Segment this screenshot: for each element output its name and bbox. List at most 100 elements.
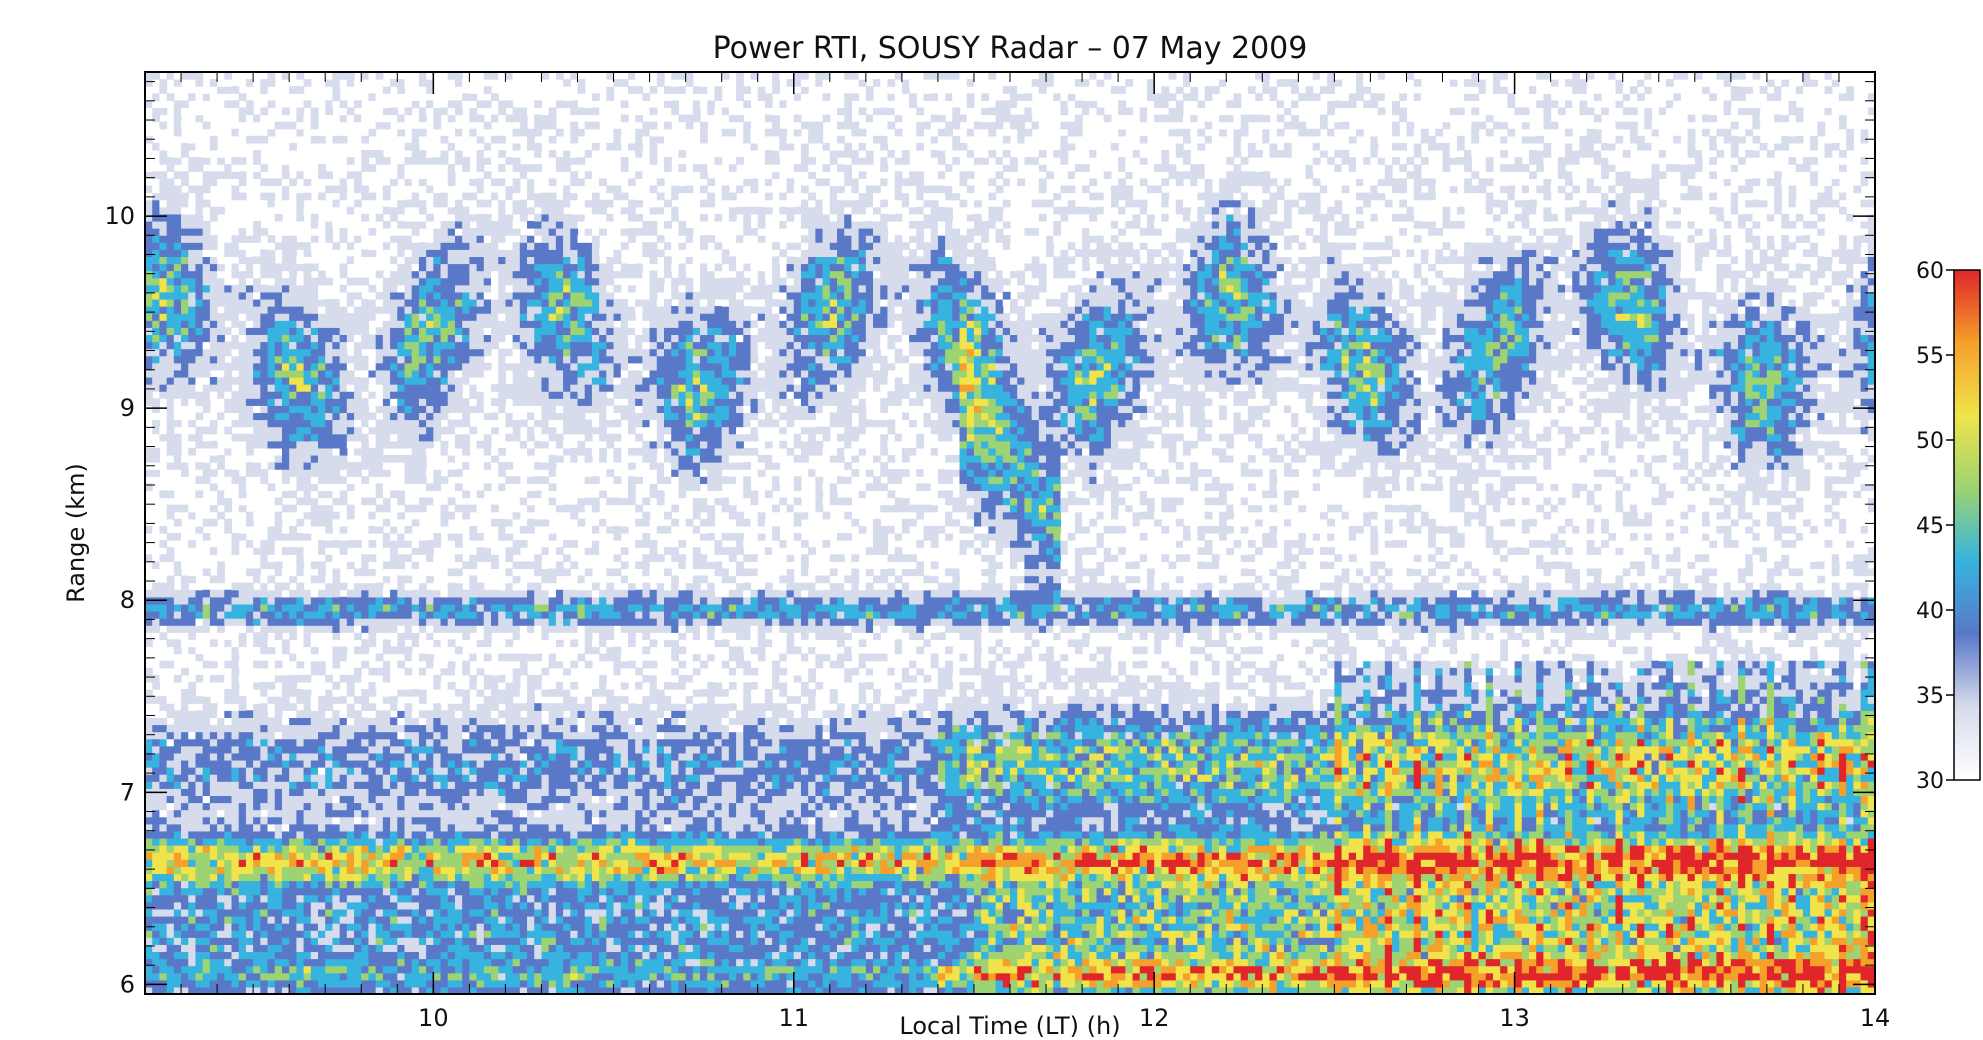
heatmap-cell: [260, 313, 268, 321]
heatmap-cell: [354, 923, 362, 931]
heatmap-cell: [462, 327, 470, 335]
heatmap-cell: [469, 895, 477, 903]
heatmap-cell: [289, 944, 297, 952]
heatmap-cell: [268, 434, 276, 442]
heatmap-cell: [397, 760, 405, 768]
heatmap-cell: [239, 420, 247, 428]
heatmap-cell: [296, 115, 304, 123]
heatmap-cell: [419, 803, 427, 811]
heatmap-cell: [232, 873, 240, 881]
heatmap-cell: [340, 788, 348, 796]
heatmap-cell: [289, 285, 297, 293]
heatmap-cell: [462, 320, 470, 328]
heatmap-cell: [210, 661, 218, 669]
heatmap-cell: [455, 540, 463, 548]
heatmap-cell: [203, 661, 211, 669]
heatmap-cell: [152, 873, 160, 881]
heatmap-cell: [203, 604, 211, 612]
heatmap-cell: [318, 271, 326, 279]
heatmap-cell: [383, 207, 391, 215]
heatmap-cell: [383, 661, 391, 669]
heatmap-cell: [484, 313, 492, 321]
heatmap-cell: [217, 547, 225, 555]
heatmap-cell: [260, 845, 268, 853]
heatmap-cell: [181, 895, 189, 903]
heatmap-cell: [419, 888, 427, 896]
heatmap-cell: [296, 824, 304, 832]
heatmap-cell: [462, 420, 470, 428]
heatmap-cell: [390, 923, 398, 931]
heatmap-cell: [433, 895, 441, 903]
heatmap-cell: [419, 923, 427, 931]
heatmap-cell: [260, 866, 268, 874]
heatmap-cell: [462, 739, 470, 747]
heatmap-cell: [210, 895, 218, 903]
heatmap-cell: [361, 739, 369, 747]
heatmap-cell: [412, 866, 420, 874]
heatmap-cell: [304, 717, 312, 725]
heatmap-cell: [167, 228, 175, 236]
heatmap-cell: [325, 476, 333, 484]
heatmap-cell: [188, 831, 196, 839]
heatmap-cell: [311, 455, 319, 463]
heatmap-cell: [332, 852, 340, 860]
heatmap-cell: [441, 377, 449, 385]
heatmap-cell: [325, 370, 333, 378]
heatmap-cell: [210, 136, 218, 144]
heatmap-cell: [210, 838, 218, 846]
heatmap-cell: [455, 568, 463, 576]
heatmap-cell: [412, 79, 420, 87]
heatmap-cell: [405, 774, 413, 782]
heatmap-cell: [332, 951, 340, 959]
heatmap-cell: [275, 668, 283, 676]
heatmap-cell: [383, 540, 391, 548]
heatmap-cell: [318, 561, 326, 569]
heatmap-cell: [311, 327, 319, 335]
heatmap-cell: [174, 881, 182, 889]
heatmap-cell: [477, 150, 485, 158]
heatmap-cell: [260, 178, 268, 186]
heatmap-cell: [340, 370, 348, 378]
heatmap-cell: [426, 668, 434, 676]
heatmap-cell: [260, 803, 268, 811]
heatmap-cell: [210, 795, 218, 803]
heatmap-cell: [253, 420, 261, 428]
heatmap-cell: [332, 895, 340, 903]
heatmap-cell: [318, 207, 326, 215]
heatmap-cell: [383, 944, 391, 952]
heatmap-cell: [311, 405, 319, 413]
heatmap-cell: [318, 639, 326, 647]
heatmap-cell: [195, 831, 203, 839]
heatmap-cell: [340, 824, 348, 832]
heatmap-cell: [376, 810, 384, 818]
heatmap-cell: [368, 724, 376, 732]
heatmap-cell: [152, 448, 160, 456]
heatmap-cell: [368, 923, 376, 931]
heatmap-cell: [167, 597, 175, 605]
heatmap-cell: [246, 717, 254, 725]
heatmap-cell: [484, 625, 492, 633]
heatmap-cell: [188, 136, 196, 144]
heatmap-cell: [477, 349, 485, 357]
heatmap-cell: [203, 859, 211, 867]
heatmap-cell: [361, 235, 369, 243]
heatmap-cell: [340, 767, 348, 775]
heatmap-cell: [376, 568, 384, 576]
heatmap-cell: [405, 107, 413, 115]
heatmap-cell: [282, 980, 290, 988]
heatmap-cell: [253, 342, 261, 350]
heatmap-cell: [203, 185, 211, 193]
heatmap-cell: [462, 476, 470, 484]
heatmap-cell: [484, 214, 492, 222]
heatmap-cell: [159, 888, 167, 896]
heatmap-cell: [441, 405, 449, 413]
heatmap-cell: [390, 384, 398, 392]
heatmap-cell: [332, 462, 340, 470]
heatmap-cell: [318, 398, 326, 406]
heatmap-cell: [397, 221, 405, 229]
heatmap-cell: [210, 498, 218, 506]
heatmap-cell: [325, 781, 333, 789]
heatmap-cell: [203, 242, 211, 250]
heatmap-cell: [347, 434, 355, 442]
heatmap-cell: [347, 115, 355, 123]
